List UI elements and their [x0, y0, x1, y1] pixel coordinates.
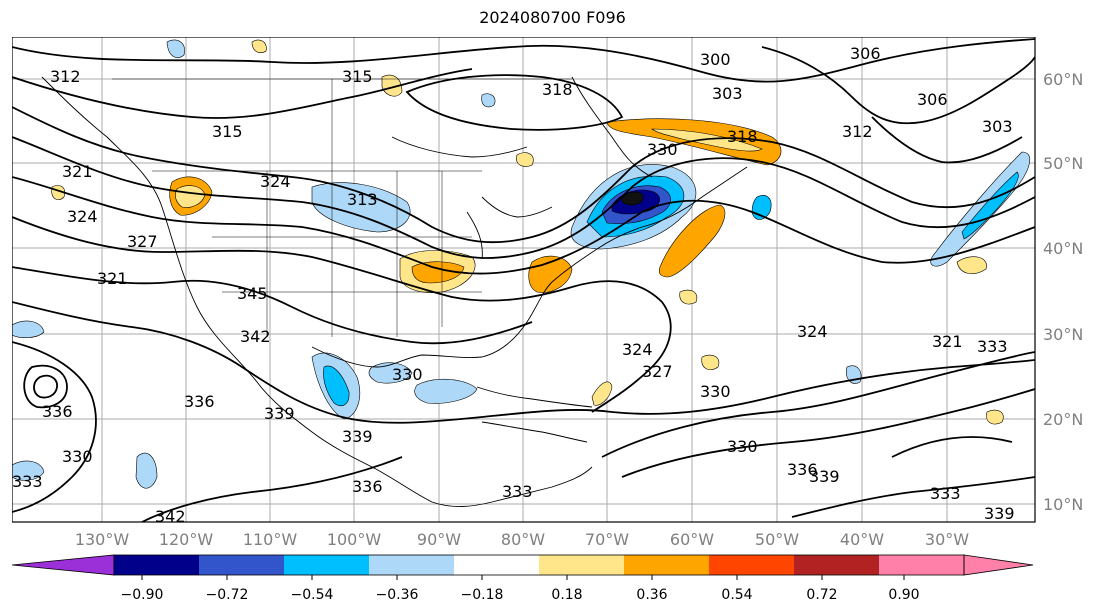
gridlines [12, 37, 1035, 522]
colorbar-tick-label: 0.18 [551, 587, 582, 603]
lon-tick-labels: 130°W 120°W 110°W 100°W 90°W 80°W 70°W 6… [75, 530, 969, 549]
colorbar-tick-label: 0.36 [636, 587, 667, 603]
colorbar-ticks [141, 575, 905, 580]
colorbar-segment [114, 555, 199, 575]
colorbar-tick-label: −0.36 [376, 587, 419, 603]
contour-labels: 312 315 315 318 300 303 306 306 303 312 … [12, 44, 1015, 526]
contour-label: 312 [842, 122, 873, 141]
colorbar: −0.90 −0.72 −0.54 −0.36 −0.18 0.18 0.36 … [11, 554, 1034, 603]
contour-label: 342 [240, 327, 271, 346]
contour-label: 342 [155, 507, 186, 526]
contour-label: 324 [797, 322, 828, 341]
contour-label: 327 [642, 362, 673, 381]
lon-tick-label: 60°W [670, 530, 714, 549]
coastlines [41, 76, 748, 507]
lon-tick-label: 70°W [585, 530, 629, 549]
contour-label: 330 [392, 365, 423, 384]
contour-label: 318 [542, 80, 573, 99]
contour-label: 333 [12, 472, 43, 491]
contour-label: 339 [264, 404, 295, 423]
map-title: 2024080700 F096 [479, 8, 626, 27]
lat-tick-labels: 60°N 50°N 40°N 30°N 20°N 10°N [1043, 70, 1083, 514]
contour-label: 330 [700, 382, 731, 401]
colorbar-tick-label: −0.72 [206, 587, 249, 603]
contour-label: 303 [712, 84, 743, 103]
colorbar-tick-label: −0.90 [121, 587, 164, 603]
lon-tick-label: 110°W [243, 530, 298, 549]
map-frame [12, 37, 1036, 523]
contour-label: 336 [184, 392, 215, 411]
colorbar-segment [879, 555, 964, 575]
colorbar-segment [709, 555, 794, 575]
lon-tick-label: 90°W [417, 530, 461, 549]
contour-label: 306 [850, 44, 881, 63]
contour-label: 330 [727, 437, 758, 456]
contour-label: 306 [917, 90, 948, 109]
colorbar-segment [454, 555, 539, 575]
map-panel[interactable]: 312 315 315 318 300 303 306 306 303 312 … [12, 37, 1092, 557]
colorbar-tick-labels: −0.90 −0.72 −0.54 −0.36 −0.18 0.18 0.36 … [121, 587, 920, 603]
contour-label: 318 [727, 127, 758, 146]
contour-label: 327 [127, 232, 158, 251]
colorbar-segment [369, 555, 454, 575]
colorbar-tick-label: −0.18 [461, 587, 504, 603]
contour-label: 339 [984, 504, 1015, 523]
contour-label: 345 [237, 284, 268, 303]
lat-tick-label: 20°N [1043, 410, 1083, 429]
lon-tick-label: 120°W [159, 530, 214, 549]
lon-tick-label: 100°W [327, 530, 382, 549]
colorbar-segment [624, 555, 709, 575]
contour-label: 321 [97, 269, 128, 288]
colorbar-extend-low [11, 554, 115, 576]
lat-tick-label: 30°N [1043, 325, 1083, 344]
contour-label: 339 [809, 467, 840, 486]
colorbar-tick-label: −0.54 [291, 587, 334, 603]
contour-label: 336 [352, 477, 383, 496]
lon-tick-label: 80°W [501, 530, 545, 549]
contour-label: 333 [930, 484, 961, 503]
contour-label: 312 [50, 67, 81, 86]
lat-tick-label: 40°N [1043, 239, 1083, 258]
contour-label: 315 [212, 122, 243, 141]
contour-label: 324 [260, 172, 291, 191]
contour-label: 324 [67, 207, 98, 226]
colorbar-segment [794, 555, 879, 575]
contour-label: 336 [42, 402, 73, 421]
lat-tick-label: 60°N [1043, 70, 1083, 89]
contour-label: 303 [982, 117, 1013, 136]
lat-tick-label: 50°N [1043, 154, 1083, 173]
contour-label: 333 [977, 337, 1008, 356]
colorbar-segment [539, 555, 624, 575]
contour-label: 336 [787, 460, 818, 479]
contour-label: 333 [502, 482, 533, 501]
contour-label: 330 [647, 140, 678, 159]
contour-lines [12, 38, 1035, 522]
contour-label: 321 [932, 332, 963, 351]
colorbar-segment [284, 555, 369, 575]
contour-label: 339 [342, 427, 373, 446]
contour-label: 313 [347, 190, 378, 209]
contour-label: 315 [342, 67, 373, 86]
colorbar-extend-high [963, 554, 1034, 576]
contour-label: 321 [62, 162, 93, 181]
colorbar-segment [199, 555, 284, 575]
contour-label: 300 [700, 50, 731, 69]
lat-tick-label: 10°N [1043, 495, 1083, 514]
lon-tick-label: 130°W [75, 530, 130, 549]
contour-label: 330 [62, 447, 93, 466]
contour-label: 324 [622, 340, 653, 359]
colorbar-tick-label: 0.72 [806, 587, 837, 603]
lon-tick-label: 50°W [755, 530, 799, 549]
shaded-field [12, 39, 1030, 489]
lon-tick-label: 30°W [925, 530, 969, 549]
colorbar-tick-label: 0.54 [721, 587, 752, 603]
colorbar-tick-label: 0.90 [888, 587, 919, 603]
lon-tick-label: 40°W [840, 530, 884, 549]
